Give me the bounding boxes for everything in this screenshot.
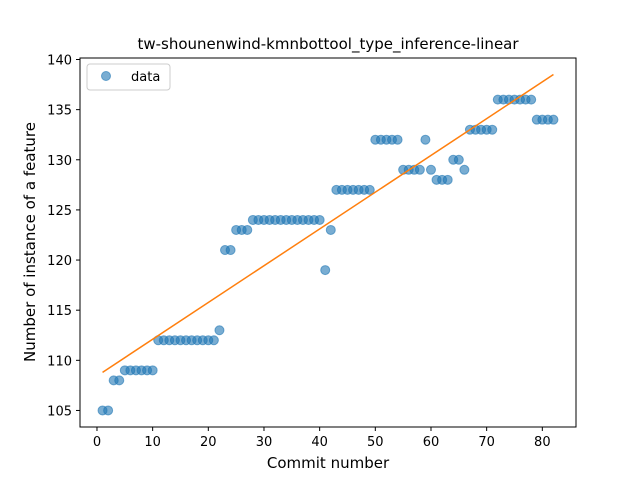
x-tick-label: 40 (311, 435, 328, 450)
data-point (487, 124, 498, 135)
data-point (208, 335, 219, 346)
chart-title: tw-shounenwind-kmnbottool_type_inference… (137, 35, 519, 54)
data-point (314, 214, 325, 225)
data-point (548, 114, 559, 125)
x-tick-label: 30 (256, 435, 273, 450)
data-point (459, 164, 470, 175)
data-point (414, 164, 425, 175)
data-point (453, 154, 464, 165)
data-point (320, 265, 331, 276)
legend-box (86, 63, 171, 91)
y-axis-title: Number of instance of a feature (21, 122, 39, 362)
data-point (392, 134, 403, 145)
data-point (225, 245, 236, 256)
x-tick-label: 70 (478, 435, 495, 450)
y-tick-label: 105 (47, 404, 72, 419)
y-tick-label: 130 (47, 154, 72, 169)
x-axis-title: Commit number (267, 454, 390, 472)
data-point (442, 174, 453, 185)
data-point (325, 224, 336, 235)
legend-label: data (131, 70, 160, 85)
plot-frame (79, 57, 577, 428)
y-tick-label: 115 (47, 304, 72, 319)
y-tick-label: 120 (47, 254, 72, 269)
x-tick-label: 60 (423, 435, 440, 450)
data-point (103, 405, 114, 416)
y-tick-label: 110 (47, 354, 72, 369)
x-tick-label: 20 (200, 435, 217, 450)
data-point (420, 134, 431, 145)
legend: data (86, 63, 171, 91)
data-point (147, 365, 158, 376)
y-tick-label: 125 (47, 204, 72, 219)
plot-marks (97, 73, 559, 416)
axis-ticks: 0 10 20 30 40 50 60 70 80 105 110 115 120 125 130 135 14… (47, 54, 550, 450)
y-tick-label: 140 (47, 54, 72, 69)
data-point (242, 224, 253, 235)
data-point (425, 164, 436, 175)
x-tick-label: 0 (93, 435, 101, 450)
data-point (114, 375, 125, 386)
legend-marker (101, 71, 111, 81)
x-tick-label: 80 (534, 435, 551, 450)
data-point (214, 325, 225, 336)
data-point (364, 184, 375, 195)
x-tick-label: 10 (144, 435, 161, 450)
x-tick-label: 50 (367, 435, 384, 450)
fit-line (102, 73, 554, 373)
data-point (526, 94, 537, 105)
y-tick-label: 135 (47, 104, 72, 119)
